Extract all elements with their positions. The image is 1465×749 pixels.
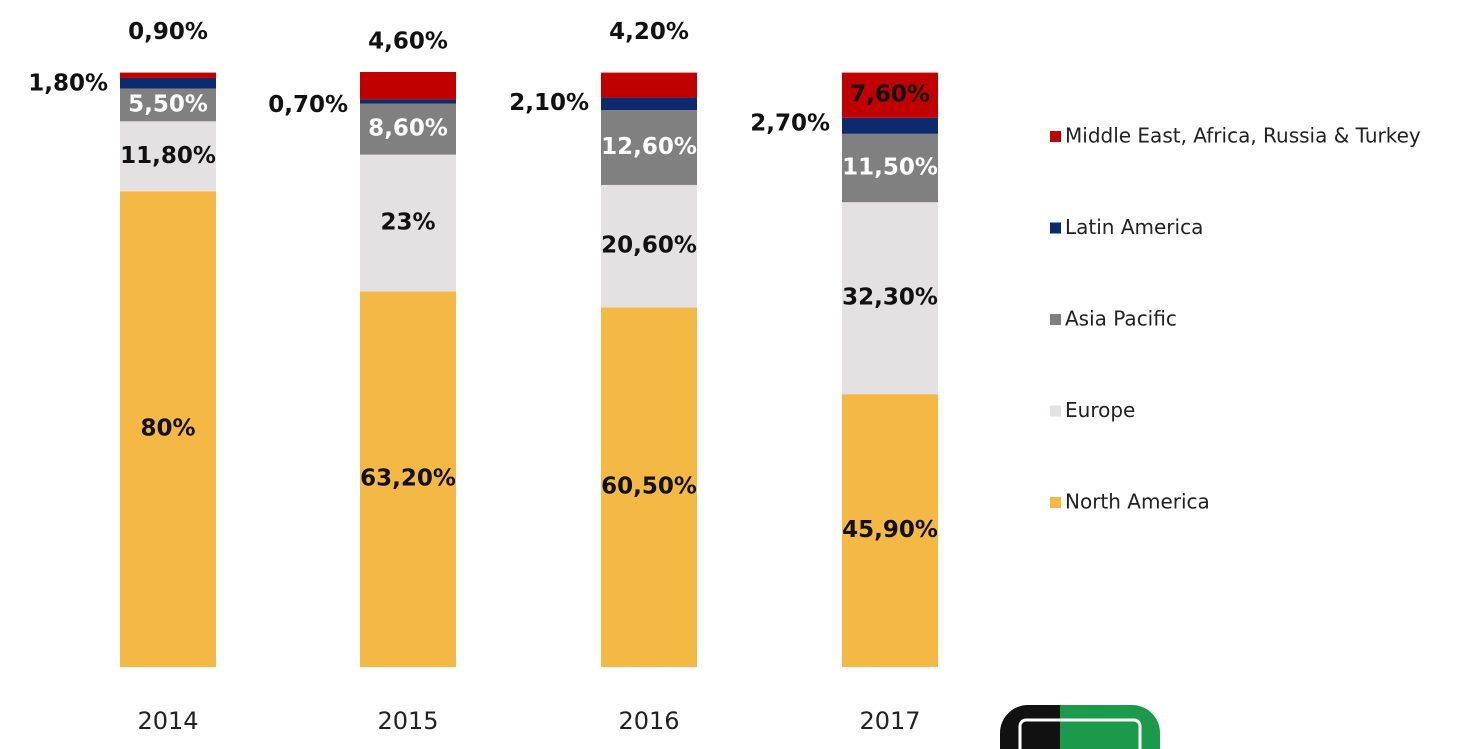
legend-swatch bbox=[1050, 314, 1061, 325]
bar-segment bbox=[120, 72, 216, 78]
value-label: 11,50% bbox=[842, 154, 938, 180]
value-label: 11,80% bbox=[120, 143, 216, 169]
value-label: 1,80% bbox=[28, 70, 108, 96]
value-label: 60,50% bbox=[601, 474, 697, 500]
bar-segment bbox=[601, 72, 697, 98]
bar-segment bbox=[120, 88, 216, 122]
value-label: 5,50% bbox=[128, 91, 208, 117]
bar-segment bbox=[120, 121, 216, 192]
value-label: 20,60% bbox=[601, 233, 697, 259]
x-tick-label: 2014 bbox=[137, 707, 198, 735]
legend-label: Latin America bbox=[1065, 215, 1203, 239]
value-label: 12,60% bbox=[601, 134, 697, 160]
value-label: 0,90% bbox=[128, 19, 208, 45]
bar-segment bbox=[601, 307, 697, 667]
x-tick-label: 2015 bbox=[377, 707, 438, 735]
value-label: 45,90% bbox=[842, 517, 938, 543]
bar-segment bbox=[360, 154, 456, 292]
value-label: 7,60% bbox=[850, 82, 930, 108]
value-label: 0,70% bbox=[268, 92, 348, 118]
legend-swatch bbox=[1050, 405, 1061, 417]
x-tick-label: 2017 bbox=[859, 707, 920, 735]
bar-segment bbox=[360, 103, 456, 155]
bar-segment bbox=[601, 184, 697, 308]
legend-label: North America bbox=[1065, 490, 1210, 514]
x-tick-label: 2016 bbox=[618, 707, 679, 735]
legend-swatch bbox=[1050, 497, 1061, 508]
value-label: 8,60% bbox=[368, 116, 448, 142]
bar-segment bbox=[601, 110, 697, 185]
legend-label: Europe bbox=[1065, 398, 1135, 422]
value-label: 4,20% bbox=[609, 19, 689, 45]
logo bbox=[1000, 705, 1160, 749]
bar-segment bbox=[120, 191, 216, 667]
bar-segment bbox=[842, 133, 938, 203]
legend-swatch bbox=[1050, 131, 1061, 142]
bar-segment bbox=[360, 291, 456, 667]
value-label: 2,70% bbox=[750, 110, 830, 136]
legend-swatch bbox=[1050, 222, 1061, 234]
bar-segment bbox=[842, 117, 938, 134]
bar-segment bbox=[842, 72, 938, 118]
value-label: 2,10% bbox=[509, 90, 589, 116]
bar-segment bbox=[601, 97, 697, 111]
bar-segment bbox=[360, 99, 456, 104]
value-label: 32,30% bbox=[842, 285, 938, 311]
bar-segment bbox=[842, 394, 938, 667]
value-label: 4,60% bbox=[368, 29, 448, 55]
value-label: 63,20% bbox=[360, 466, 456, 492]
bar-segment bbox=[842, 202, 938, 395]
bar-segment bbox=[120, 77, 216, 89]
value-label: 80% bbox=[140, 416, 195, 442]
bar-segment bbox=[360, 72, 456, 100]
value-label: 23% bbox=[380, 209, 435, 235]
legend-label: Asia Pacific bbox=[1065, 307, 1177, 331]
legend-label: Middle East, Africa, Russia & Turkey bbox=[1065, 124, 1421, 148]
